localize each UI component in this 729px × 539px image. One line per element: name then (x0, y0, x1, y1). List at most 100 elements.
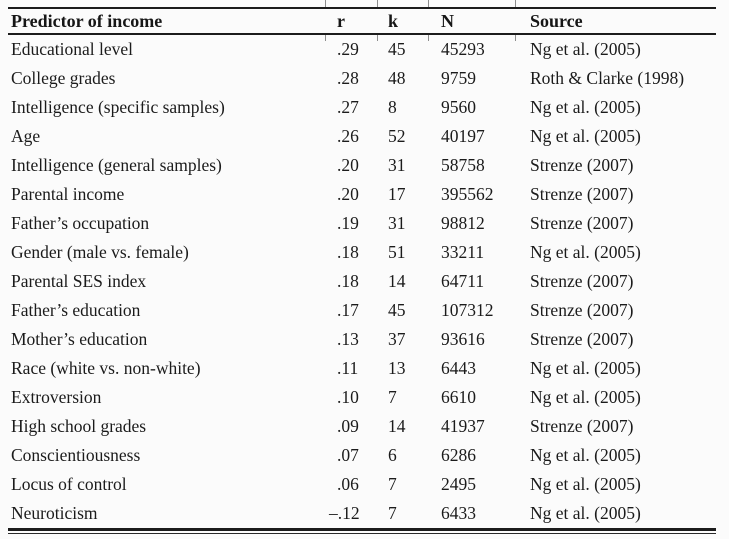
cell-r: .17 (337, 300, 359, 320)
cell-k: 45 (388, 300, 406, 320)
table-row: Conscientiousness .07 6 6286 Ng et al. (2005… (8, 441, 716, 470)
cell-n: 107312 (441, 300, 494, 320)
cell-r: .27 (337, 97, 359, 117)
cell-n: 98812 (441, 213, 485, 233)
column-header-r: r (325, 8, 377, 35)
table-row: Race (white vs. non-white) .11 13 6443 Ng et… (8, 354, 716, 383)
table-row: Intelligence (general samples) .20 31 58758… (8, 151, 716, 180)
cell-k: 13 (388, 358, 406, 378)
cell-n: 45293 (441, 39, 485, 59)
cell-source: Ng et al. (2005) (530, 97, 641, 117)
cell-source: Roth & Clarke (1998) (530, 68, 685, 88)
cell-k: 45 (388, 39, 406, 59)
cell-predictor: Extroversion (11, 387, 102, 407)
cell-n: 9560 (441, 97, 476, 117)
cell-k: 14 (388, 416, 406, 436)
cell-r: .09 (337, 416, 359, 436)
table-row: Gender (male vs. female) .18 51 33211 Ng et … (8, 238, 716, 267)
cell-source: Ng et al. (2005) (530, 242, 641, 262)
cell-k: 51 (388, 242, 406, 262)
cell-source: Ng et al. (2005) (530, 474, 641, 494)
cell-k: 8 (388, 97, 397, 117)
cell-r: .11 (337, 358, 359, 378)
cell-n: 2495 (441, 474, 476, 494)
column-divider-tick (428, 0, 429, 7)
table-row: Age .26 52 40197 Ng et al. (2005) (8, 122, 716, 151)
cell-r: .19 (337, 213, 359, 233)
cell-r: .26 (337, 126, 359, 146)
cell-k: 48 (388, 68, 406, 88)
cell-n: 6433 (441, 503, 476, 523)
cell-source: Strenze (2007) (530, 184, 634, 204)
table-row: Parental income .20 17 395562 Strenze (2007) (8, 180, 716, 209)
table-row: Locus of control .06 7 2495 Ng et al. (2005) (8, 470, 716, 499)
cell-n: 64711 (441, 271, 485, 291)
column-header-n: N (428, 8, 515, 35)
column-divider-tick (325, 35, 326, 41)
cell-n: 6286 (441, 445, 476, 465)
cell-n: 33211 (441, 242, 485, 262)
predictors-of-income-table: Predictor of income r k N Source Educati… (8, 0, 716, 534)
cell-r: .07 (337, 445, 359, 465)
column-header-predictor: Predictor of income (8, 8, 325, 35)
cell-predictor: Gender (male vs. female) (11, 242, 189, 262)
cell-source: Strenze (2007) (530, 300, 634, 320)
cell-predictor: Neuroticism (11, 503, 98, 523)
table-row: High school grades .09 14 41937 Strenze (200… (8, 412, 716, 441)
cell-predictor: Conscientiousness (11, 445, 141, 465)
cell-predictor: Father’s education (11, 300, 141, 320)
cell-predictor: Father’s occupation (11, 213, 150, 233)
column-divider-tick (377, 35, 378, 41)
cell-k: 31 (388, 155, 406, 175)
cell-k: 52 (388, 126, 406, 146)
cell-predictor: Intelligence (specific samples) (11, 97, 225, 117)
column-divider-tick (377, 0, 378, 7)
data-table: Predictor of income r k N Source Educati… (8, 7, 716, 528)
cell-source: Ng et al. (2005) (530, 387, 641, 407)
column-header-source: Source (515, 8, 716, 35)
cell-r: .18 (337, 271, 359, 291)
cell-r: .13 (337, 329, 359, 349)
cell-predictor: College grades (11, 68, 116, 88)
cell-predictor: Parental income (11, 184, 125, 204)
cell-n: 395562 (441, 184, 494, 204)
cell-source: Strenze (2007) (530, 329, 634, 349)
table-row: College grades .28 48 9759 Roth & Clarke (19… (8, 64, 716, 93)
table-row: Mother’s education .13 37 93616 Strenze (200… (8, 325, 716, 354)
table-body: Educational level .29 45 45293 Ng et al. (20… (8, 34, 716, 528)
cell-r: .06 (337, 474, 359, 494)
table-row: Intelligence (specific samples) .27 8 9560 N… (8, 93, 716, 122)
cell-n: 6610 (441, 387, 476, 407)
table-row: Parental SES index .18 14 64711 Strenze (200… (8, 267, 716, 296)
cell-k: 7 (388, 387, 397, 407)
cell-r: .29 (337, 39, 359, 59)
column-divider-tick (515, 35, 516, 41)
table-row: Father’s occupation .19 31 98812 Strenze (20… (8, 209, 716, 238)
cell-n: 6443 (441, 358, 476, 378)
cell-source: Ng et al. (2005) (530, 445, 641, 465)
cell-n: 93616 (441, 329, 485, 349)
column-divider-tick (325, 0, 326, 7)
cell-predictor: Race (white vs. non-white) (11, 358, 201, 378)
cell-source: Strenze (2007) (530, 155, 634, 175)
header-row: Predictor of income r k N Source (8, 8, 716, 35)
cell-source: Ng et al. (2005) (530, 126, 641, 146)
cell-n: 41937 (441, 416, 485, 436)
cell-source: Ng et al. (2005) (530, 39, 641, 59)
cell-source: Strenze (2007) (530, 213, 634, 233)
cell-source: Ng et al. (2005) (530, 358, 641, 378)
cell-n: 40197 (441, 126, 485, 146)
column-divider-tick (515, 0, 516, 7)
cell-predictor: High school grades (11, 416, 147, 436)
cell-r: .10 (337, 387, 359, 407)
cell-predictor: Intelligence (general samples) (11, 155, 222, 175)
cell-source: Strenze (2007) (530, 271, 634, 291)
cell-k: 6 (388, 445, 397, 465)
cell-k: 31 (388, 213, 406, 233)
bottom-rule-thin (8, 533, 716, 534)
table-row: Father’s education .17 45 107312 Strenze (20… (8, 296, 716, 325)
cell-k: 14 (388, 271, 406, 291)
cell-k: 37 (388, 329, 406, 349)
bottom-rule-thick (8, 528, 716, 531)
